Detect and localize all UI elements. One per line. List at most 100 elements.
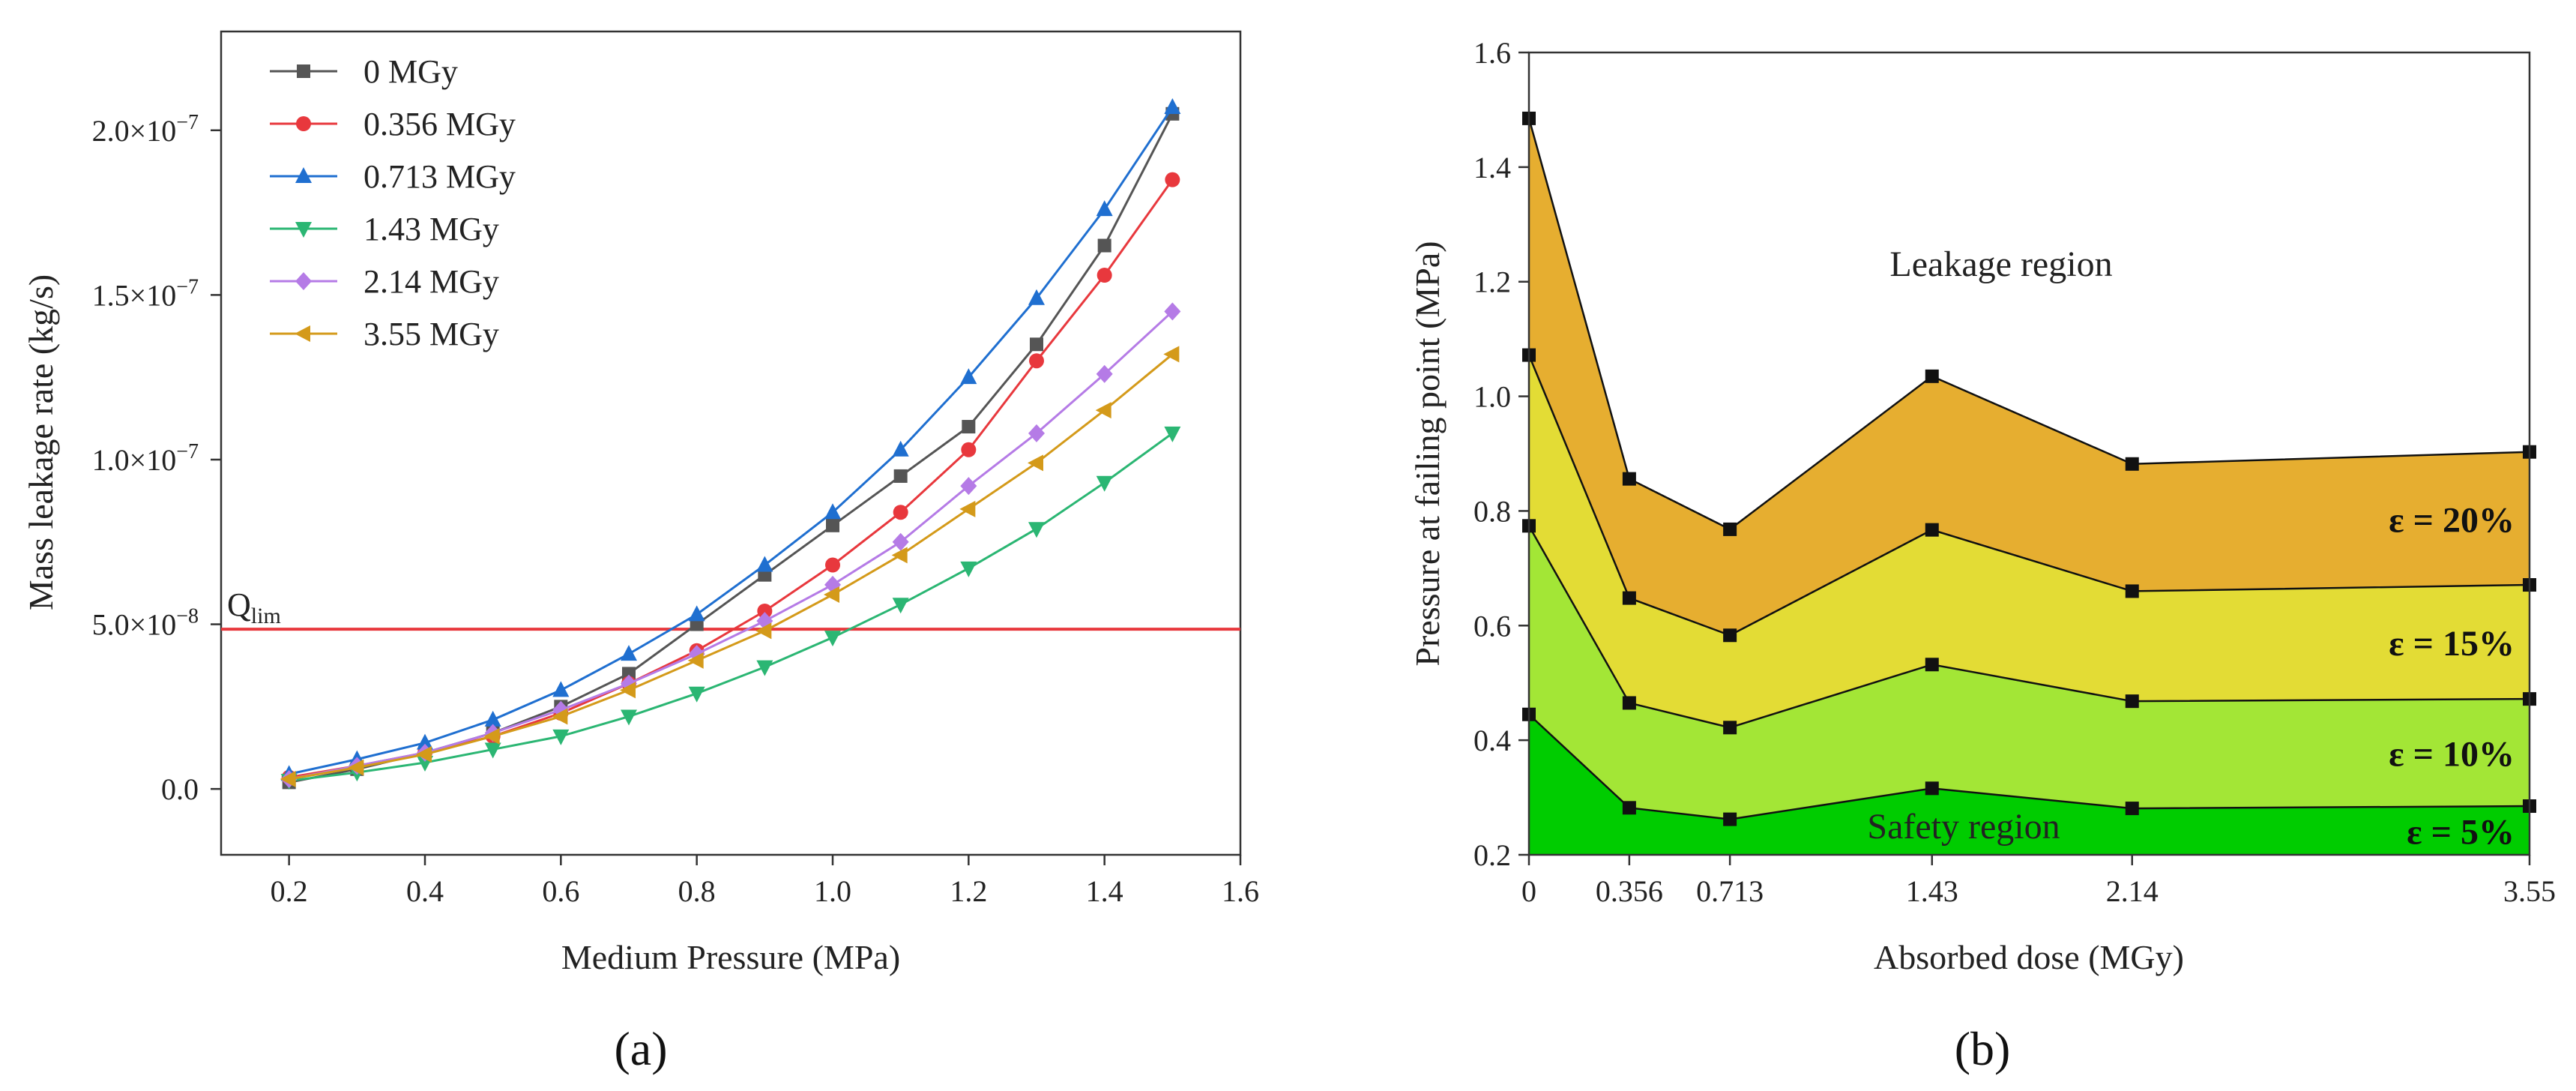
data-point <box>962 420 976 434</box>
data-point <box>1622 472 1636 486</box>
data-point <box>893 469 908 483</box>
panel-a-axes-frame <box>220 30 1242 856</box>
panel-b-y-tick-label: 1.6 <box>1473 36 1511 70</box>
data-point <box>483 727 500 745</box>
panel-b-axes-frame <box>1527 51 2531 856</box>
data-point <box>348 759 364 776</box>
panel-a-x-tick-label: 1.6 <box>1222 874 1259 908</box>
panel-b-y-tick-label: 1.2 <box>1473 265 1511 299</box>
data-point <box>280 770 296 787</box>
legend-label: 1.43 MGy <box>364 211 499 247</box>
panel-b-label: (b) <box>1955 1022 2011 1075</box>
data-point <box>1925 781 1939 796</box>
series-1.43-mgy <box>280 426 1181 790</box>
data-point <box>621 645 637 661</box>
series-0-mgy <box>282 106 1180 790</box>
data-point <box>688 605 705 622</box>
panel-a-x-tick-label: 1.2 <box>950 874 987 908</box>
data-point <box>1096 200 1113 217</box>
panel-a-x-tick-label: 1.4 <box>1086 874 1123 908</box>
data-point <box>687 652 704 669</box>
band-label-1: ε = 5% <box>2407 813 2515 853</box>
data-point <box>2125 584 2139 598</box>
area-band-1 <box>1529 714 2530 855</box>
area-band-4 <box>1529 118 2530 636</box>
leakage-region-label: Leakage region <box>1889 244 2112 284</box>
panel-b-x-tick-label: 0.356 <box>1596 874 1663 908</box>
data-point <box>757 603 773 619</box>
panel-a-y-tick-label: 1.5×10−7 <box>92 275 199 312</box>
legend-marker <box>295 325 310 342</box>
data-point <box>756 612 773 631</box>
panel-b-x-tick-label: 1.43 <box>1906 874 1958 908</box>
data-point <box>552 681 570 697</box>
legend-label: 0.713 MGy <box>364 158 516 195</box>
panel-a-y-tick-label: 5.0×10−8 <box>92 605 199 642</box>
panel-b-y-tick-label: 1.0 <box>1473 380 1511 414</box>
panel-b-y-tick-label: 0.6 <box>1473 609 1511 643</box>
data-point <box>1622 696 1636 710</box>
panel-a-y-axis-label: Mass leakage rate (kg/s) <box>22 274 60 610</box>
band-label-3: ε = 15% <box>2389 624 2515 664</box>
legend-marker <box>295 167 312 183</box>
legend-label: 0 MGy <box>364 53 458 90</box>
series-0.713-mgy <box>280 98 1181 781</box>
panel-a-x-tick-label: 0.8 <box>678 874 716 908</box>
data-point <box>1164 302 1181 321</box>
boundary-line <box>1527 355 2530 637</box>
panel-b-x-tick-label: 2.14 <box>2106 874 2159 908</box>
panel-a-x-tick-label: 0.4 <box>406 874 444 908</box>
legend-marker <box>296 116 311 131</box>
boundary-line <box>1527 525 2530 729</box>
data-point <box>1030 337 1043 352</box>
panel-b-x-axis-label: Absorbed dose (MGy) <box>1874 938 2184 976</box>
data-point <box>1163 346 1180 363</box>
legend-label: 2.14 MGy <box>364 263 499 300</box>
data-point <box>893 505 908 520</box>
boundary-line <box>1527 118 2530 531</box>
panel-a-chart: Qlim 0.2 0.4 0.6 0.8 1.0 1.2 1.4 1.6 0.0 5.0×10−… <box>22 30 1259 1075</box>
panel-a-x-tick-label: 0.6 <box>542 874 579 908</box>
series-line <box>289 353 1174 781</box>
series-line <box>289 310 1174 781</box>
panel-b-y-tick-label: 0.4 <box>1473 724 1511 757</box>
data-point <box>1165 172 1180 187</box>
data-point <box>484 710 501 727</box>
data-point <box>960 561 977 577</box>
data-point <box>1723 812 1737 826</box>
data-point <box>552 708 568 725</box>
boundary-line <box>1528 713 2530 820</box>
data-point <box>1622 591 1636 605</box>
data-point <box>688 686 705 703</box>
legend-label: 3.55 MGy <box>364 316 499 352</box>
panel-b-x-tick-label: 0 <box>1521 874 1536 908</box>
data-point <box>620 682 636 699</box>
series-line <box>289 432 1174 782</box>
data-point <box>1925 658 1939 672</box>
panel-b-y-axis-label: Pressure at failing point (MPa) <box>1408 241 1447 666</box>
panel-a-y-tick-label: 2.0×10−7 <box>92 111 199 148</box>
series-2.14-mgy <box>280 302 1181 788</box>
data-point <box>2125 457 2139 471</box>
data-point <box>824 586 839 604</box>
panel-a-y-tick-label: 1.0×10−7 <box>92 440 199 477</box>
data-point <box>1028 424 1045 442</box>
data-point <box>959 500 976 517</box>
data-point <box>416 746 432 763</box>
data-point <box>1164 98 1181 115</box>
panel-b-y-tick-label: 1.4 <box>1473 151 1511 184</box>
panel-a-x-tick-label: 0.2 <box>271 874 308 908</box>
data-point <box>2125 802 2139 816</box>
panel-b-y-tick-label: 0.8 <box>1473 494 1511 528</box>
data-point <box>417 733 433 750</box>
data-point <box>1029 353 1044 369</box>
series-3.55-mgy <box>280 346 1180 787</box>
data-point <box>1723 522 1737 536</box>
legend-marker <box>295 222 312 238</box>
data-point <box>1028 454 1043 472</box>
data-point <box>891 547 908 564</box>
panel-a-label: (a) <box>614 1022 667 1075</box>
data-point <box>552 729 570 745</box>
data-point <box>1095 402 1111 419</box>
